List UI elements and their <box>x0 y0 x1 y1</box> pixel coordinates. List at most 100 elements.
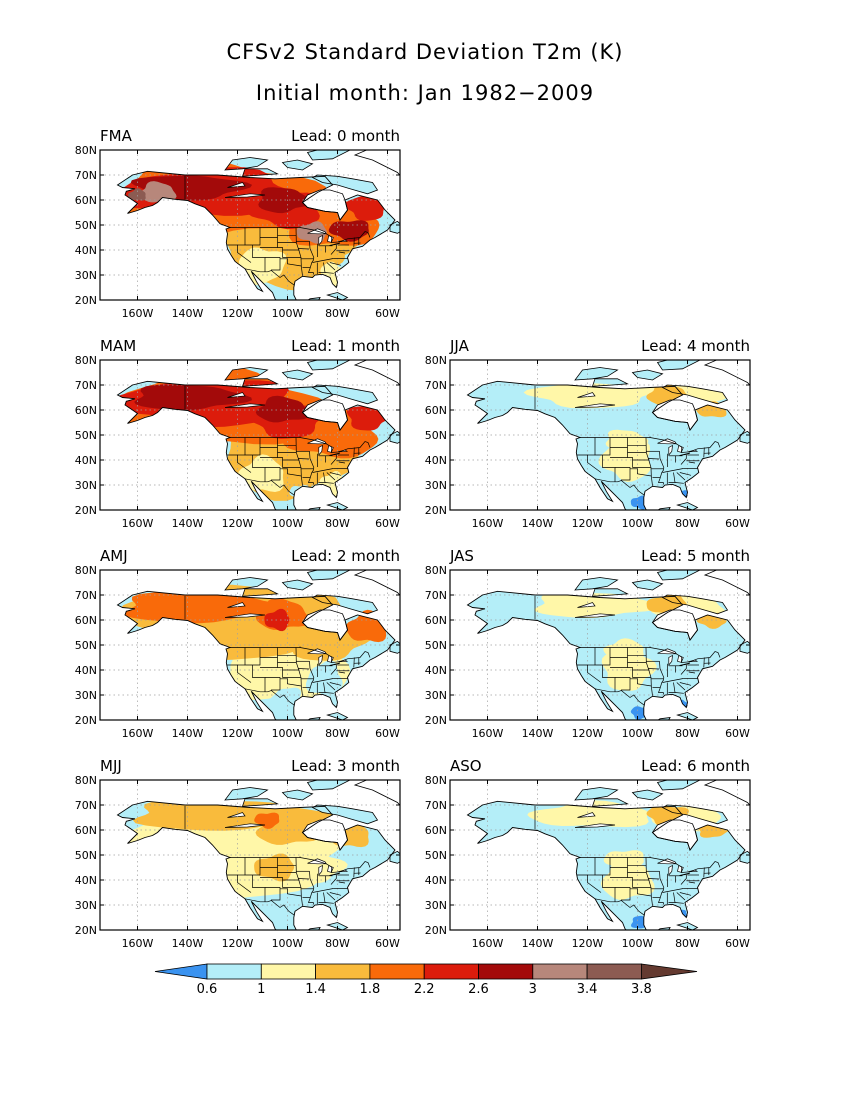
lon-tick-label: 80W <box>675 727 700 740</box>
border-line <box>265 257 281 271</box>
border-line <box>298 668 310 670</box>
lon-tick-label: 120W <box>222 307 254 320</box>
lat-tick-label: 30N <box>425 689 447 702</box>
border-line <box>244 268 295 286</box>
colorbar-tick-label: 0.6 <box>197 982 218 997</box>
lat-tick-label: 40N <box>75 244 97 257</box>
grid <box>450 360 750 510</box>
lake <box>327 655 334 663</box>
panel-lead-label: Lead: 1 month <box>291 337 400 355</box>
border-line <box>307 871 315 905</box>
lon-tick-label: 120W <box>572 937 604 950</box>
island-outline <box>311 174 379 195</box>
colorbar-swatch <box>369 963 425 980</box>
lat-tick-label: 50N <box>425 849 447 862</box>
border-line <box>295 437 303 486</box>
lake <box>227 602 246 608</box>
map-panel-mjj: MJJ Lead: 3 month 80N 70N 60N 50N 40N 30N 20N 160… <box>75 757 401 950</box>
greenland-outline <box>703 570 750 597</box>
lat-tick-label: 40N <box>75 874 97 887</box>
border-line <box>577 664 602 683</box>
lat-tick-label: 60N <box>425 614 447 627</box>
colorbar-swatch <box>532 963 588 980</box>
grid <box>100 360 400 510</box>
lat-tick-label: 80N <box>75 354 97 367</box>
island-outline <box>574 787 619 801</box>
lake <box>227 182 246 188</box>
lat-tick-label: 20N <box>425 504 447 517</box>
map-panel-jja: JJA Lead: 4 month 80N 70N 60N 50N 40N 30N 20N 160… <box>425 337 751 530</box>
border-line <box>330 875 337 885</box>
border-line <box>280 468 302 477</box>
panel-lead-label: Lead: 3 month <box>291 757 400 775</box>
lat-tick-label: 70N <box>425 589 447 602</box>
border-line <box>312 678 334 683</box>
coastline <box>116 590 396 720</box>
border-line <box>307 661 315 695</box>
border-line <box>594 898 645 916</box>
greenland-outline <box>703 360 750 387</box>
border-line <box>326 262 336 271</box>
lake <box>318 444 323 456</box>
colorbar-tick-label: 3 <box>529 982 537 997</box>
lat-tick-label: 80N <box>75 564 97 577</box>
island-outline <box>241 588 279 597</box>
lake <box>679 872 691 876</box>
lon-tick-label: 120W <box>222 937 254 950</box>
lake <box>574 823 616 828</box>
lon-tick-label: 140W <box>172 307 204 320</box>
lon-tick-label: 160W <box>472 517 504 530</box>
panel-season-label: MAM <box>100 337 136 355</box>
border-line <box>679 472 692 476</box>
border-line <box>324 272 334 274</box>
border-line <box>602 455 616 482</box>
border-line <box>649 437 721 453</box>
lon-tick-label: 140W <box>172 937 204 950</box>
lake <box>577 392 596 398</box>
panel-lead-label: Lead: 0 month <box>291 127 400 145</box>
lon-tick-label: 60W <box>725 727 750 740</box>
lon-tick-label: 140W <box>172 517 204 530</box>
lon-tick-label: 80W <box>325 517 350 530</box>
border-line <box>594 688 645 706</box>
border-line <box>299 227 371 243</box>
border-line <box>324 692 334 694</box>
island-outline <box>224 787 269 801</box>
border-line <box>649 647 721 663</box>
lat-tick-label: 20N <box>425 924 447 937</box>
border-line <box>299 437 371 453</box>
panel-lead-label: Lead: 6 month <box>641 757 750 775</box>
border-line <box>353 867 355 878</box>
lat-tick-label: 70N <box>75 799 97 812</box>
lake <box>677 655 684 663</box>
border-line <box>252 455 266 482</box>
border-line <box>645 437 653 486</box>
lake <box>329 872 341 876</box>
border-line <box>602 665 616 692</box>
coastline <box>116 380 396 510</box>
coastline <box>116 800 396 930</box>
border-line <box>338 881 346 884</box>
border-line <box>615 467 631 481</box>
lat-tick-label: 20N <box>75 504 97 517</box>
lon-tick-label: 100W <box>272 517 304 530</box>
lake <box>224 613 266 618</box>
greenland-outline <box>703 780 750 807</box>
panel-season-label: MJJ <box>100 757 122 775</box>
lake <box>574 613 616 618</box>
border-line <box>295 647 303 696</box>
lon-tick-label: 80W <box>325 937 350 950</box>
lake <box>327 865 334 873</box>
lon-tick-label: 100W <box>272 307 304 320</box>
grid <box>450 570 750 720</box>
border-line <box>298 248 310 250</box>
lake <box>668 864 673 876</box>
border-line <box>329 472 342 476</box>
border-line <box>298 458 310 460</box>
lake <box>329 452 341 456</box>
island-outline <box>591 588 629 597</box>
greenland-outline <box>353 780 400 807</box>
lat-tick-label: 70N <box>75 589 97 602</box>
border-line <box>674 482 684 484</box>
